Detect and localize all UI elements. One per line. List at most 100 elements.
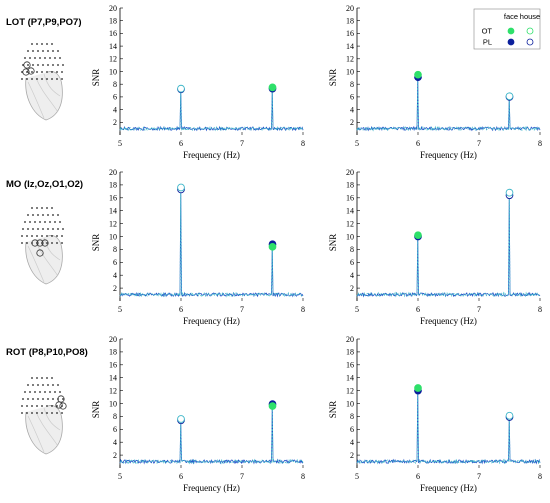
electrode-dot [49, 57, 51, 59]
electrode-dot [46, 71, 48, 73]
electrode-dot [57, 50, 59, 52]
electrode-dot [51, 242, 53, 244]
legend-header-house: house [520, 12, 540, 21]
ot-peak-marker [177, 183, 185, 192]
electrode-dot [49, 391, 51, 393]
electrode-dot [21, 235, 23, 237]
selected-electrode-ring [55, 401, 63, 409]
electrode-dot [47, 398, 49, 400]
electrode-dot [31, 207, 33, 209]
legend-face-marker [507, 27, 515, 35]
y-tick-label: 20 [109, 4, 117, 13]
electrode-dot [41, 235, 43, 237]
electrode-dot [46, 78, 48, 80]
electrode-dot [52, 50, 54, 52]
y-tick-label: 14 [109, 374, 117, 383]
x-tick-label: 5 [118, 139, 122, 148]
y-tick-label: 10 [346, 399, 354, 408]
electrode-dot [32, 398, 34, 400]
brain-texture [27, 407, 61, 453]
electrode-dot [54, 221, 56, 223]
x-tick-label: 7 [240, 305, 244, 314]
electrode-dot [59, 221, 61, 223]
electrode-dot [39, 57, 41, 59]
electrode-dot [36, 43, 38, 45]
electrode-dot [21, 242, 23, 244]
electrode-dot [41, 207, 43, 209]
y-tick-label: 4 [350, 438, 354, 447]
y-tick-label: 18 [109, 348, 117, 357]
electrode-dot [31, 43, 33, 45]
ot-peak-marker [505, 188, 514, 197]
x-tick-label: 8 [538, 472, 542, 481]
y-axis-title: SNR [91, 401, 101, 419]
x-axis-title: Frequency (Hz) [183, 150, 240, 160]
electrode-dot [36, 207, 38, 209]
y-axis-title: SNR [91, 234, 101, 252]
selected-electrode-ring [41, 239, 49, 247]
electrode-dot [57, 64, 59, 66]
x-tick-label: 7 [477, 472, 481, 481]
x-tick-label: 5 [355, 139, 359, 148]
selected-electrode-ring [59, 402, 67, 410]
y-axis-title: SNR [328, 69, 338, 87]
chart-panel: 2 4 6 8 10 12 14 16 18 20 5 6 7 8 Frequency (Hz) SNR [328, 335, 542, 493]
y-tick-label: 12 [346, 386, 354, 395]
electrode-dot [31, 377, 33, 379]
electrode-dot [27, 50, 29, 52]
electrode-dot [34, 57, 36, 59]
y-tick-label: 18 [109, 181, 117, 190]
electrode-dot [27, 214, 29, 216]
electrode-dot [21, 78, 23, 80]
electrode-dot [27, 64, 29, 66]
electrode-dot [57, 214, 59, 216]
electrode-dot [46, 412, 48, 414]
electrode-dot [42, 64, 44, 66]
electrode-dot [51, 412, 53, 414]
y-tick-label: 6 [113, 425, 117, 434]
ot-trace-line [119, 187, 304, 298]
electrode-dot [42, 384, 44, 386]
y-tick-label: 18 [346, 348, 354, 357]
electrode-dot [59, 57, 61, 59]
chart-panel: 2 4 6 8 10 12 14 16 18 20 5 6 7 8 Frequency (Hz) SNR [328, 168, 542, 326]
y-tick-label: 18 [346, 17, 354, 26]
x-axis-title: Frequency (Hz) [420, 316, 477, 326]
electrode-dot [32, 64, 34, 66]
electrode-dot [31, 405, 33, 407]
electrode-dot [51, 377, 53, 379]
electrode-dot [47, 64, 49, 66]
ot-peak-marker [505, 92, 514, 101]
y-tick-label: 12 [346, 55, 354, 64]
electrode-dot [46, 207, 48, 209]
electrode-dot [52, 214, 54, 216]
legend-house-marker [526, 38, 534, 46]
y-tick-label: 8 [113, 80, 117, 89]
selected-electrode-ring [27, 67, 35, 75]
electrode-dot [41, 405, 43, 407]
electrode-dot [39, 391, 41, 393]
electrode-dot [56, 412, 58, 414]
ot-trace-line [119, 87, 304, 132]
x-axis-title: Frequency (Hz) [420, 150, 477, 160]
electrode-dot [62, 64, 64, 66]
ot-peak-marker [268, 242, 277, 251]
electrode-dot [56, 71, 58, 73]
y-tick-label: 18 [109, 17, 117, 26]
ot-trace-line [119, 406, 304, 465]
y-tick-label: 14 [346, 374, 354, 383]
electrode-dot [36, 412, 38, 414]
electrode-dot [37, 228, 39, 230]
ot-peak-marker [177, 84, 185, 93]
electrode-dot [46, 242, 48, 244]
electrode-dot [46, 377, 48, 379]
y-tick-label: 4 [113, 438, 117, 447]
x-tick-label: 8 [301, 305, 305, 314]
y-tick-label: 18 [346, 181, 354, 190]
y-tick-label: 2 [113, 284, 117, 293]
electrode-dot [32, 214, 34, 216]
electrode-dot [37, 214, 39, 216]
pl-trace-line [356, 390, 541, 465]
y-axis-title: SNR [328, 234, 338, 252]
electrode-dot [24, 391, 26, 393]
